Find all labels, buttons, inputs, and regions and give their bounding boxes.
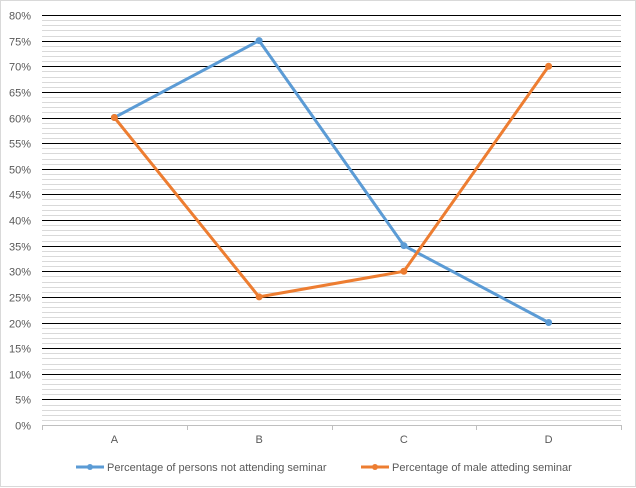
y-tick-label: 75% [9, 37, 31, 49]
major-gridlines [42, 15, 621, 426]
legend-label: Percentage of male atteding seminar [392, 462, 572, 474]
x-tick-label: A [111, 434, 119, 446]
legend-item: Percentage of persons not attending semi… [76, 462, 327, 474]
y-tick-label: 60% [9, 114, 31, 126]
y-tick-label: 10% [9, 370, 31, 382]
data-point [545, 319, 553, 326]
y-tick-label: 25% [9, 293, 31, 305]
legend-swatch-marker [372, 464, 378, 470]
series-line [112, 39, 551, 324]
x-tick-label: C [400, 434, 408, 446]
x-axis-tick-labels: A B C D [42, 425, 622, 446]
data-point [400, 267, 408, 275]
legend-label: Percentage of persons not attending semi… [107, 462, 327, 474]
y-tick-label: 50% [9, 165, 31, 177]
series-line [112, 64, 551, 299]
x-tick-label: B [255, 434, 262, 446]
y-tick-label: 30% [9, 267, 31, 279]
minor-gridlines [42, 20, 621, 421]
y-tick-label: 0% [15, 421, 31, 433]
y-tick-label: 15% [9, 344, 31, 356]
data-point [110, 114, 118, 121]
y-tick-label: 55% [9, 139, 31, 151]
y-tick-label: 45% [9, 190, 31, 202]
x-tick-label: D [545, 434, 553, 446]
legend-swatch-marker [87, 464, 93, 470]
y-tick-label: 80% [9, 11, 31, 23]
y-tick-label: 5% [15, 395, 31, 407]
legend: Percentage of persons not attending semi… [76, 462, 572, 474]
legend-item: Percentage of male atteding seminar [361, 462, 572, 474]
y-tick-label: 70% [9, 62, 31, 74]
data-point [255, 293, 263, 301]
y-tick-label: 35% [9, 242, 31, 254]
y-tick-label: 40% [9, 216, 31, 228]
data-point [400, 242, 408, 250]
y-tick-label: 20% [9, 319, 31, 331]
y-tick-label: 65% [9, 88, 31, 100]
data-point [255, 37, 263, 45]
series-2 [110, 62, 553, 301]
y-axis-tick-labels: 0% 5% 10% 15% 20% 25% 30% 35% 40% 45% 50% 55% 60% 65%… [9, 11, 31, 433]
data-point [545, 62, 553, 70]
